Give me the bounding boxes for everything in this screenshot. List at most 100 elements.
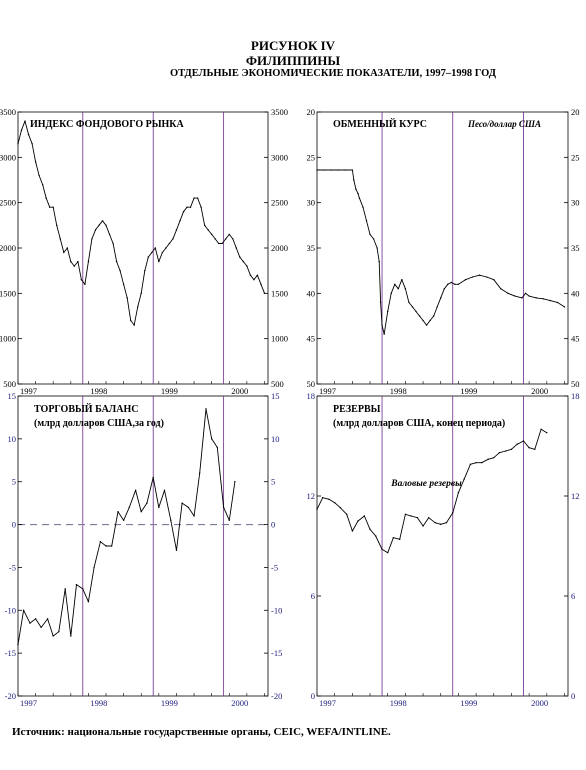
data-point <box>105 224 107 227</box>
y-tick-label-right: 0 <box>271 520 275 530</box>
series-line <box>17 120 265 326</box>
data-point <box>330 169 332 171</box>
y-tick-label-left: 3500 <box>0 107 16 117</box>
y-tick-label-left: 2500 <box>0 198 16 208</box>
y-tick-label-right: 6 <box>571 591 575 601</box>
y-tick-label-left: 15 <box>8 391 17 401</box>
y-tick-label-left: 500 <box>3 379 16 389</box>
data-point <box>87 260 90 263</box>
data-point <box>17 643 19 646</box>
data-point <box>31 143 33 145</box>
data-point <box>478 274 481 276</box>
x-tick-label: 2000 <box>531 698 548 708</box>
data-point <box>260 283 262 285</box>
data-point <box>415 310 417 313</box>
data-point <box>321 496 324 499</box>
data-point <box>422 319 424 322</box>
data-point <box>528 446 530 449</box>
data-point <box>345 513 348 516</box>
data-point <box>186 206 188 208</box>
data-point <box>316 508 318 511</box>
data-point <box>381 324 383 326</box>
data-point <box>397 288 400 290</box>
data-point <box>376 247 378 249</box>
y-tick-label-left: 25 <box>307 152 316 162</box>
data-point <box>507 292 509 295</box>
data-point <box>440 297 442 299</box>
y-tick-label-right: 45 <box>571 334 580 344</box>
data-point <box>203 224 206 227</box>
data-point <box>200 206 202 208</box>
x-tick-label: 2000 <box>531 386 548 396</box>
data-point <box>404 288 407 290</box>
y-tick-label-right: 25 <box>571 152 580 162</box>
data-point <box>422 525 424 527</box>
data-point <box>189 206 192 208</box>
data-point <box>436 306 438 308</box>
data-point <box>161 251 164 254</box>
data-point <box>487 458 489 461</box>
data-point <box>401 279 403 281</box>
y-tick-label-left: 50 <box>307 379 316 389</box>
data-point <box>137 306 139 308</box>
data-point <box>64 588 66 590</box>
y-tick-label-right: 15 <box>271 391 280 401</box>
y-tick-label-left: 45 <box>307 334 316 344</box>
data-point <box>546 431 548 434</box>
data-point <box>528 295 530 297</box>
data-point <box>418 315 421 317</box>
data-point <box>193 515 195 517</box>
data-point <box>34 618 37 620</box>
y-tick-label-left: -15 <box>5 648 16 658</box>
data-point <box>440 523 442 526</box>
data-point <box>357 520 359 522</box>
data-point <box>425 324 428 326</box>
data-point <box>399 538 401 541</box>
data-point <box>369 233 371 236</box>
y-tick-label-left: 5 <box>12 477 16 487</box>
data-point <box>328 498 330 501</box>
data-point <box>210 233 213 236</box>
data-point <box>443 288 445 290</box>
data-point <box>434 521 436 524</box>
data-point <box>175 229 178 231</box>
data-point <box>41 183 44 186</box>
data-point <box>129 319 132 322</box>
y-tick-label-right: 0 <box>571 691 575 701</box>
data-point <box>46 618 49 620</box>
figure-country: ФИЛИППИНЫ <box>245 53 341 68</box>
plot-frame <box>316 395 569 697</box>
x-tick-label: 1999 <box>460 386 477 396</box>
data-point <box>540 428 542 431</box>
data-point <box>381 548 383 551</box>
y-tick-label-right: 1000 <box>271 334 288 344</box>
data-point <box>152 476 154 479</box>
data-point <box>225 238 227 240</box>
data-point <box>115 260 118 263</box>
data-point <box>563 306 566 308</box>
x-tick-label: 1997 <box>20 698 37 708</box>
data-point <box>457 491 460 494</box>
y-tick-label-left: 1000 <box>0 334 16 344</box>
data-point <box>429 319 431 322</box>
data-point <box>394 283 396 285</box>
x-tick-label: 1999 <box>161 698 178 708</box>
chart-title: ОБМЕННЫЙ КУРС <box>333 118 427 130</box>
data-point <box>374 535 377 537</box>
x-tick-label: 1998 <box>390 698 407 708</box>
data-point <box>70 635 72 637</box>
data-point <box>147 256 149 258</box>
data-point <box>84 283 86 285</box>
data-point <box>450 281 453 284</box>
data-point <box>207 229 209 231</box>
data-point <box>521 297 523 299</box>
data-point <box>363 515 366 517</box>
data-point <box>510 448 513 451</box>
x-tick-label: 2000 <box>231 386 248 396</box>
data-point <box>351 530 354 532</box>
data-point <box>140 511 142 513</box>
data-point <box>404 513 407 516</box>
data-point <box>45 197 47 199</box>
data-point <box>457 283 460 285</box>
x-tick-label: 1998 <box>90 386 107 396</box>
